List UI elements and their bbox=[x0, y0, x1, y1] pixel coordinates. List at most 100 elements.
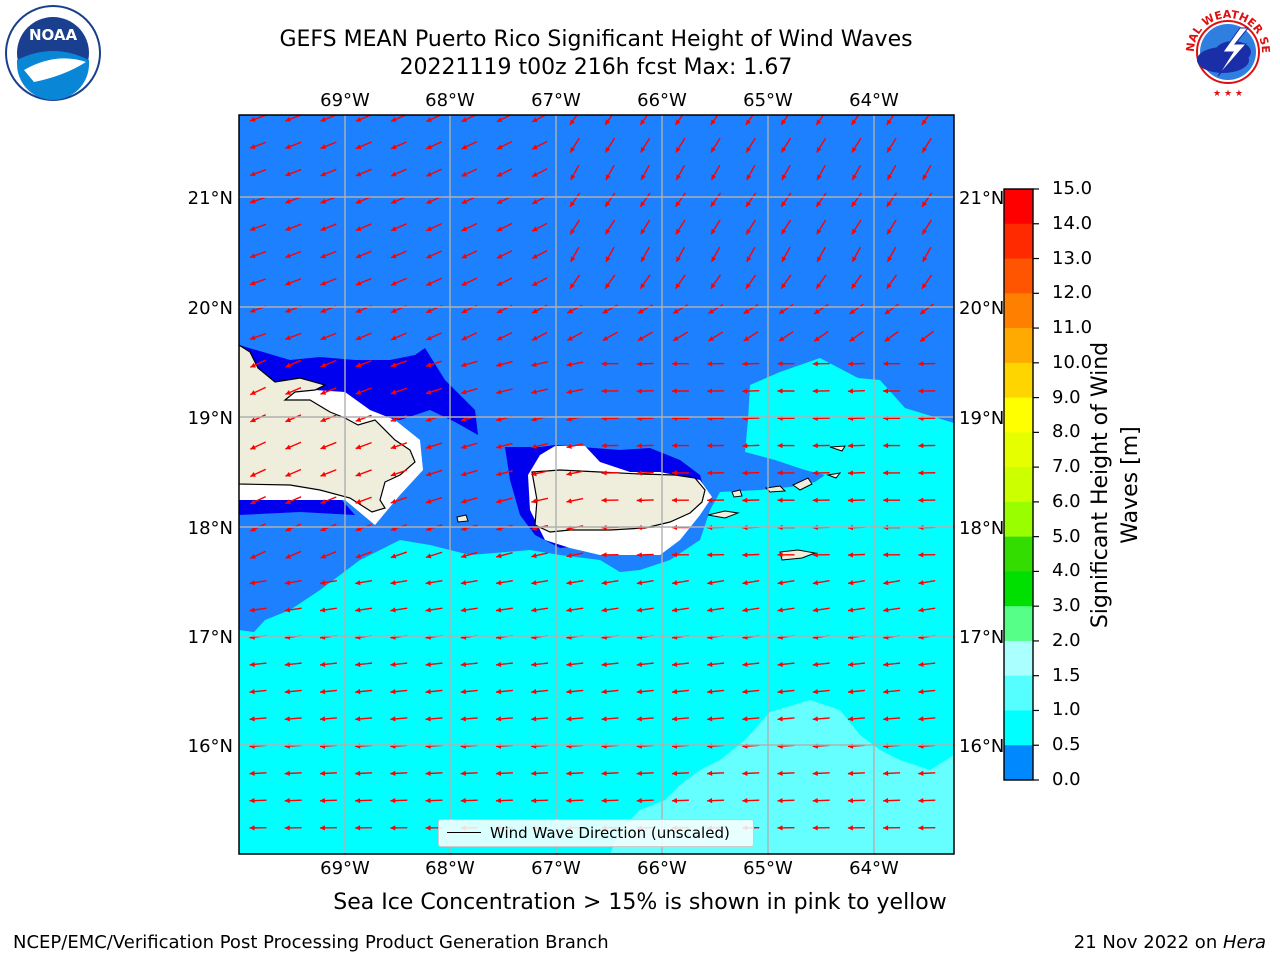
lat-labels-right: 21°N 20°N 19°N 18°N 17°N 16°N bbox=[959, 188, 1004, 757]
colorbar-segment bbox=[1004, 640, 1033, 677]
lat-label-left: 17°N bbox=[188, 627, 233, 648]
wind-wave-arrow bbox=[780, 115, 789, 126]
wind-wave-arrow bbox=[320, 115, 337, 122]
colorbar-tick-label: 4.0 bbox=[1052, 560, 1081, 582]
wind-wave-arrow bbox=[671, 552, 689, 558]
wind-wave-arrow bbox=[425, 250, 443, 259]
wind-wave-arrow bbox=[425, 469, 443, 477]
wind-wave-arrow bbox=[355, 580, 373, 586]
wind-wave-arrow bbox=[496, 140, 513, 150]
wind-wave-arrow bbox=[847, 361, 865, 367]
wind-wave-arrow bbox=[636, 716, 654, 722]
wind-wave-arrow bbox=[320, 414, 337, 423]
colorbar-segment bbox=[1004, 606, 1033, 642]
wind-wave-arrow bbox=[918, 497, 936, 503]
wind-wave-arrow bbox=[883, 661, 901, 667]
wind-wave-arrow bbox=[671, 689, 689, 695]
land-vieques bbox=[707, 510, 740, 519]
wind-wave-arrow bbox=[640, 219, 651, 235]
wind-wave-arrow bbox=[850, 115, 860, 126]
wind-wave-arrow bbox=[531, 222, 548, 232]
wind-wave-arrow bbox=[847, 661, 865, 667]
wind-wave-arrow bbox=[285, 278, 302, 286]
wind-wave-arrow bbox=[707, 661, 725, 667]
wind-wave-arrow bbox=[745, 115, 754, 126]
lon-label-top: 65°W bbox=[743, 90, 793, 111]
wind-wave-arrow bbox=[742, 361, 760, 367]
wind-wave-arrow bbox=[710, 137, 721, 153]
wind-wave-arrow bbox=[569, 192, 581, 208]
wind-wave-arrow bbox=[249, 689, 267, 695]
wind-wave-arrow bbox=[777, 470, 795, 476]
wind-wave-arrow bbox=[921, 115, 930, 126]
wind-wave-arrow bbox=[249, 332, 267, 341]
colorbar-tick-label: 1.5 bbox=[1052, 664, 1081, 686]
wind-wave-arrow bbox=[671, 443, 689, 449]
wind-wave-arrow bbox=[816, 246, 826, 263]
wind-wave-arrow bbox=[919, 330, 935, 343]
wind-wave-arrow bbox=[707, 689, 725, 695]
wind-wave-arrow bbox=[285, 250, 302, 259]
wind-wave-arrow bbox=[320, 359, 337, 368]
wind-wave-arrow bbox=[708, 304, 724, 315]
wind-wave-arrow bbox=[249, 250, 267, 259]
land-st-croix bbox=[779, 549, 817, 561]
wind-wave-arrow bbox=[319, 825, 337, 831]
wind-wave-arrow bbox=[355, 825, 373, 831]
wind-wave-arrow bbox=[781, 246, 791, 263]
colorbar-tick-label: 8.0 bbox=[1052, 421, 1081, 443]
wind-wave-arrow bbox=[460, 716, 478, 722]
wind-wave-arrow bbox=[390, 798, 408, 804]
wind-wave-arrow bbox=[425, 496, 443, 504]
wind-wave-arrow bbox=[742, 497, 760, 503]
wind-wave-arrow bbox=[674, 192, 686, 208]
wind-wave-arrow bbox=[460, 360, 478, 368]
wind-wave-arrow bbox=[249, 716, 267, 722]
wind-wave-arrow bbox=[851, 164, 862, 181]
wind-wave-arrow bbox=[707, 580, 725, 586]
wind-wave-arrow bbox=[461, 168, 478, 177]
wind-wave-arrow bbox=[918, 552, 936, 558]
wind-wave-arrow bbox=[495, 770, 513, 776]
wind-wave-arrow bbox=[285, 441, 302, 450]
wind-wave-arrow bbox=[601, 770, 619, 776]
wind-wave-arrow bbox=[883, 552, 901, 558]
wind-wave-arrow bbox=[883, 689, 901, 695]
colorbar-tick-label: 9.0 bbox=[1052, 386, 1081, 408]
wind-wave-arrow bbox=[918, 361, 936, 367]
wind-wave-arrow bbox=[355, 770, 373, 776]
wind-wave-arrow bbox=[390, 770, 408, 776]
lat-label-left: 20°N bbox=[188, 298, 233, 319]
wind-wave-arrow bbox=[918, 607, 936, 613]
wind-wave-arrow bbox=[636, 661, 654, 667]
wind-wave-arrow bbox=[285, 550, 302, 559]
wind-wave-arrow bbox=[639, 115, 649, 126]
plot-frame bbox=[238, 114, 955, 855]
wind-wave-arrow bbox=[425, 168, 443, 177]
wind-wave-arrow bbox=[460, 551, 478, 559]
colorbar-segment bbox=[1004, 328, 1033, 364]
lon-label-top: 66°W bbox=[637, 90, 687, 111]
wind-wave-arrow bbox=[778, 331, 794, 342]
wind-wave-arrow bbox=[601, 798, 619, 804]
colorbar-tick-label: 0.0 bbox=[1052, 769, 1081, 790]
wind-wave-arrow bbox=[355, 496, 372, 504]
wind-wave-arrow bbox=[569, 274, 581, 290]
wind-wave-arrow bbox=[285, 332, 302, 341]
wind-wave-arrow bbox=[390, 469, 408, 477]
land-culebra bbox=[731, 489, 743, 498]
colorbar-segment bbox=[1004, 710, 1033, 746]
wind-wave-arrow bbox=[460, 387, 478, 395]
wind-wave-arrow bbox=[883, 580, 901, 586]
wind-wave-arrow bbox=[319, 607, 337, 613]
wind-wave-arrow bbox=[847, 716, 865, 722]
wind-wave-arrow bbox=[742, 607, 760, 613]
wind-wave-arrow bbox=[604, 274, 616, 290]
colorbar-tick-label: 0.5 bbox=[1052, 734, 1081, 756]
title-line-1: GEFS MEAN Puerto Rico Significant Height… bbox=[279, 27, 913, 52]
lon-labels-bottom: 69°W 68°W 67°W 66°W 65°W 64°W bbox=[320, 858, 899, 879]
wind-wave-arrow bbox=[604, 192, 616, 208]
wind-wave-arrow bbox=[672, 304, 689, 315]
wind-wave-arrow bbox=[815, 192, 827, 208]
wind-wave-arrow bbox=[745, 219, 756, 235]
